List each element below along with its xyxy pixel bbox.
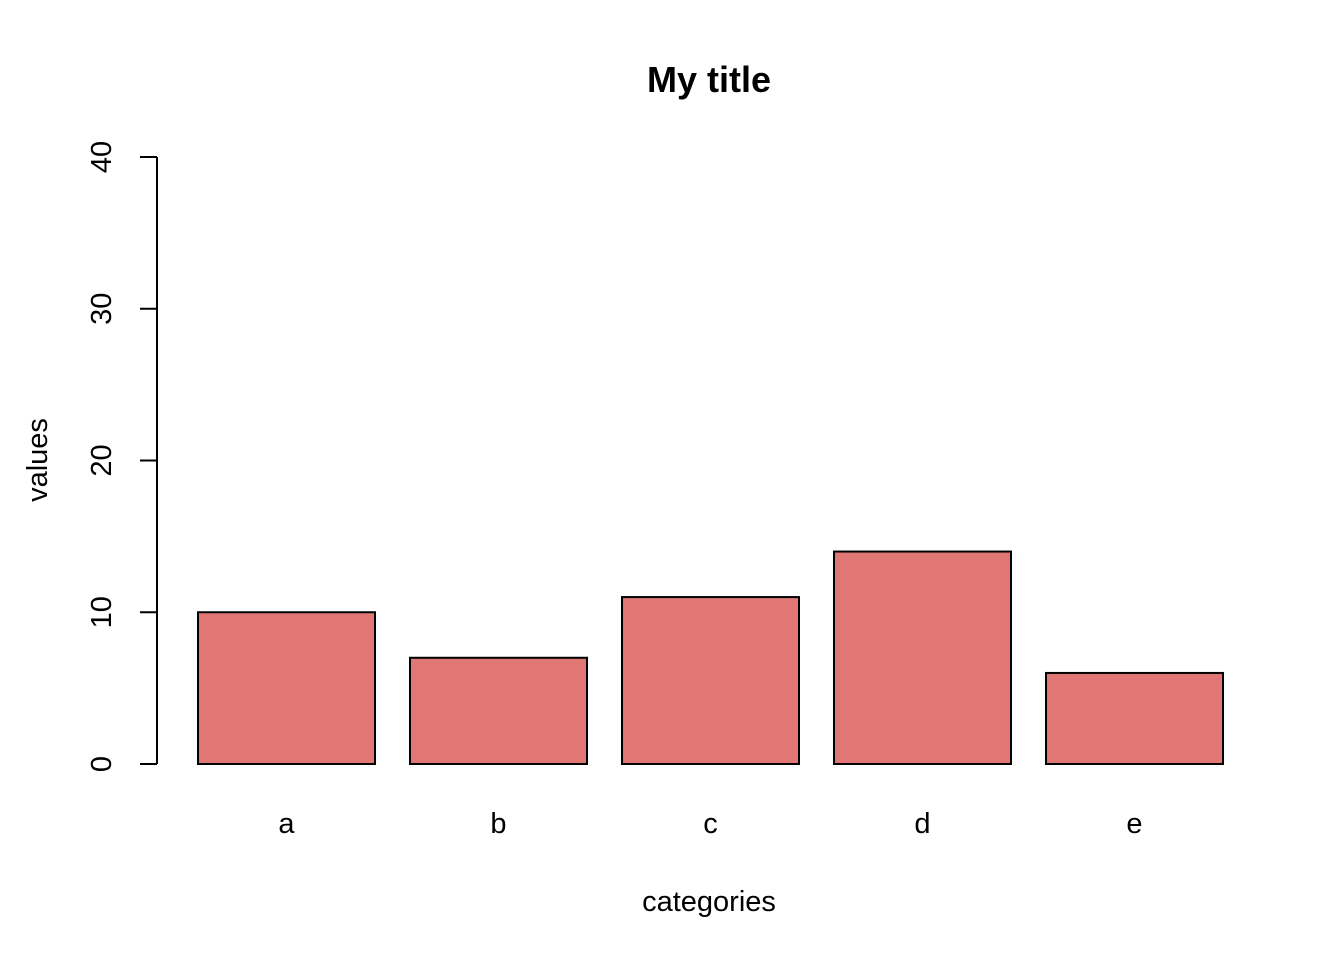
bar-b xyxy=(409,656,588,766)
x-tick-label-c: c xyxy=(703,808,718,840)
bar-e xyxy=(1045,671,1224,766)
x-tick-label-a: a xyxy=(278,808,295,840)
y-axis-label: values xyxy=(22,418,54,502)
bar-d xyxy=(833,550,1012,765)
y-tick-label: 10 xyxy=(86,596,118,628)
y-tick-label: 30 xyxy=(86,293,118,325)
bars-group xyxy=(197,550,1224,766)
x-axis-label: categories xyxy=(642,886,776,918)
chart-title: My title xyxy=(647,59,771,100)
y-tick-label: 40 xyxy=(86,141,118,173)
y-axis: 0 10 20 30 40 xyxy=(86,141,158,772)
bar-c xyxy=(621,596,800,766)
x-tick-labels: a b c d e xyxy=(278,808,1142,840)
y-tick-label: 0 xyxy=(86,756,118,772)
y-tick-label: 20 xyxy=(86,444,118,476)
x-tick-label-b: b xyxy=(490,808,506,840)
x-tick-label-e: e xyxy=(1126,808,1142,840)
bar-a xyxy=(197,611,376,765)
x-tick-label-d: d xyxy=(914,808,930,840)
